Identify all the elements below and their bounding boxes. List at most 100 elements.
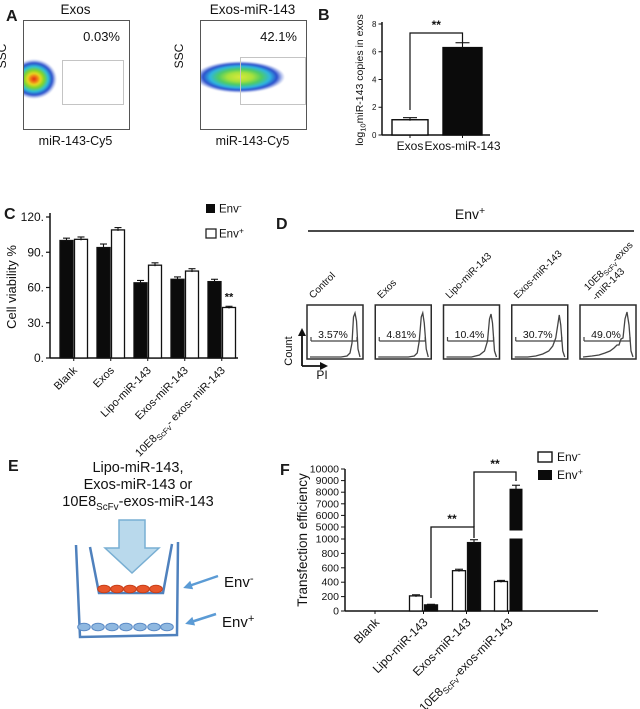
env-positive-cell	[77, 622, 91, 632]
bar-Exos	[391, 119, 429, 136]
tspan: **	[490, 457, 500, 471]
ssc-axis-label: SSC	[172, 43, 186, 69]
tspan: 60.	[27, 281, 44, 295]
count-axis-arrowhead	[298, 328, 306, 336]
panel-c-label: C	[4, 206, 16, 223]
histogram-curve	[514, 314, 566, 358]
env-negative-cell	[136, 584, 150, 594]
env-negative-cell	[149, 584, 163, 594]
gate-percentage: 10.4%	[455, 329, 485, 341]
tspan: 10000	[310, 464, 339, 476]
significance-bracket	[473, 471, 517, 527]
tspan: 3.57%	[318, 329, 348, 341]
x-tick-label: Exos-miR-143	[424, 139, 500, 153]
y-tick-label: 0.	[34, 351, 44, 365]
tspan: +	[578, 467, 583, 477]
y-tick-label: 120.	[21, 210, 44, 224]
tspan: 0	[372, 131, 377, 140]
tspan: 10.4%	[455, 329, 485, 341]
env-negative-cell	[123, 584, 137, 594]
panel-b-label: B	[318, 7, 330, 24]
tspan: Exos-miR-143	[512, 248, 565, 301]
tspan: Exos	[397, 139, 424, 153]
y-tick-label: 800	[321, 548, 339, 560]
y-tick-label: 0	[372, 131, 377, 140]
histogram-label: Lipo-miR-143	[444, 251, 495, 302]
panel-a-label: A	[6, 8, 18, 25]
bar	[147, 264, 163, 359]
histogram-curve	[446, 313, 498, 358]
flow-scatter-area: 42.1%	[200, 20, 307, 130]
cell-population-blob	[201, 61, 285, 93]
tspan: 90.	[27, 245, 44, 259]
env-positive-cell	[133, 622, 147, 632]
bar	[451, 570, 467, 612]
bar-Exos-miR-143	[442, 46, 483, 136]
bar	[408, 595, 424, 612]
treatment-line-2: Exos-miR-143 or	[83, 477, 193, 493]
histogram-curve	[310, 310, 361, 358]
histogram-label: Exos-miR-143	[512, 248, 565, 301]
y-tick-label: 6	[372, 48, 377, 57]
y-tick-label: 0	[333, 606, 339, 618]
tspan: PI	[316, 368, 327, 382]
y-tick-label: 2	[372, 103, 377, 112]
y-tick-label: 7000	[316, 498, 340, 510]
tspan: -exos	[610, 240, 635, 265]
bar-upper-segment	[509, 488, 523, 531]
tspan: Count	[283, 336, 295, 365]
tspan: Exos	[91, 364, 117, 390]
treatment-line-1: Lipo-miR-143,	[92, 460, 184, 476]
tspan: 1000	[316, 534, 340, 546]
panel-a: Exos 0.03% SSC miR-143-Cy5 Exos-miR-143 …	[0, 0, 350, 178]
bar	[493, 580, 509, 612]
tspan: 6	[372, 48, 377, 57]
tspan: +	[239, 225, 244, 235]
bar	[96, 246, 111, 359]
y-axis-label: Cell viability %	[4, 245, 19, 329]
x-axis-label: miR-143-Cy5	[215, 134, 290, 148]
y-tick-label: 400	[321, 577, 339, 589]
y-tick-label: 90.	[27, 245, 44, 259]
significance-bracket	[430, 526, 475, 598]
tspan: 49.0%	[591, 329, 621, 341]
significance-label: **	[447, 512, 457, 526]
tspan: Env	[455, 206, 479, 222]
env-positive-label: Env+	[222, 613, 255, 631]
histogram-box	[511, 304, 569, 360]
panel-f-label: F	[280, 462, 290, 479]
legend-label-env-neg: Env-	[557, 449, 581, 464]
tspan: 600	[321, 562, 339, 574]
tspan: Env	[219, 229, 239, 241]
tspan: +	[479, 205, 485, 217]
legend-label-env-pos: Env+	[557, 467, 583, 482]
tspan: 200	[321, 591, 339, 603]
y-tick-label: 30.	[27, 316, 44, 330]
env-negative-cell	[110, 584, 124, 594]
bar	[59, 239, 74, 359]
tspan: 120.	[21, 210, 44, 224]
histogram-curve	[378, 310, 429, 358]
bar	[133, 282, 148, 359]
y-tick-label: 600	[321, 562, 339, 574]
env-positive-cell	[160, 622, 174, 632]
gate-percentage: 30.7%	[523, 329, 553, 341]
panel-b-chart: 0 2 4 6 8 log10miR-143 copies in exos Exos Exos…	[354, 14, 501, 153]
env-negative-label: Env-	[224, 573, 254, 591]
bar	[184, 270, 200, 359]
tspan: 8	[372, 20, 377, 29]
panel-e-transwell-diagram: Env- Env+	[74, 519, 255, 639]
env-positive-cell	[91, 622, 105, 632]
pi-axis-arrowhead	[320, 362, 328, 370]
tspan: Transfection efficiency	[295, 473, 310, 607]
tspan: **	[432, 18, 442, 32]
x-tick-label: Exos	[397, 139, 424, 153]
tspan: 6000	[316, 510, 340, 522]
tspan: Env	[557, 468, 578, 482]
legend-swatch-env-neg	[206, 204, 215, 213]
y-tick-label: 9000	[316, 475, 340, 487]
tspan: Env	[224, 574, 250, 591]
tspan: -	[239, 200, 242, 210]
tspan: 7000	[316, 498, 340, 510]
tspan: -	[578, 449, 581, 459]
